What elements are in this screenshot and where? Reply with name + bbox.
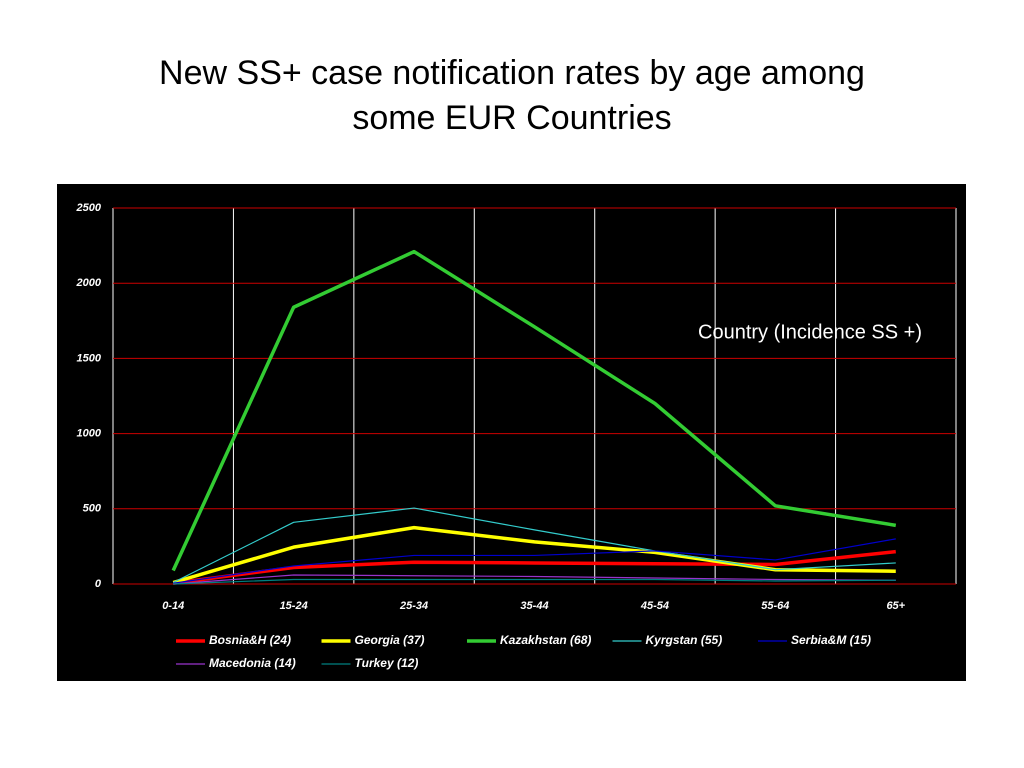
x-tick-label: 15-24: [280, 600, 308, 612]
legend-label: Macedonia (14): [209, 656, 296, 670]
y-tick-label: 1500: [77, 352, 102, 364]
x-tick-label: 0-14: [162, 600, 184, 612]
series-line: [173, 574, 896, 585]
legend-label: Serbia&M (15): [791, 633, 871, 647]
y-tick-label: 500: [83, 503, 102, 515]
x-tick-label: 35-44: [520, 600, 548, 612]
y-tick-label: 2500: [76, 202, 102, 214]
series-line: [173, 578, 896, 585]
legend-label: Kyrgstan (55): [646, 633, 723, 647]
annotation: Country (Incidence SS +): [698, 321, 922, 343]
y-tick-label: 2000: [76, 277, 102, 289]
chart-background: [57, 184, 966, 681]
x-tick-label: 65+: [886, 600, 905, 612]
x-tick-label: 45-54: [640, 600, 669, 612]
x-tick-label: 55-64: [761, 600, 789, 612]
legend-label: Georgia (37): [355, 633, 425, 647]
chart-title: New SS+ case notification rates by age a…: [159, 54, 865, 137]
series-line: [171, 249, 897, 572]
series-line: [172, 549, 896, 585]
y-tick-label: 1000: [77, 428, 102, 440]
legend-label: Kazakhstan (68): [500, 633, 591, 647]
series-line: [173, 538, 896, 584]
x-tick-label: 25-34: [399, 600, 428, 612]
legend-label: Bosnia&H (24): [209, 633, 291, 647]
series-line: [172, 507, 896, 584]
legend-label: Turkey (12): [355, 656, 419, 670]
y-tick-label: 0: [95, 578, 102, 590]
